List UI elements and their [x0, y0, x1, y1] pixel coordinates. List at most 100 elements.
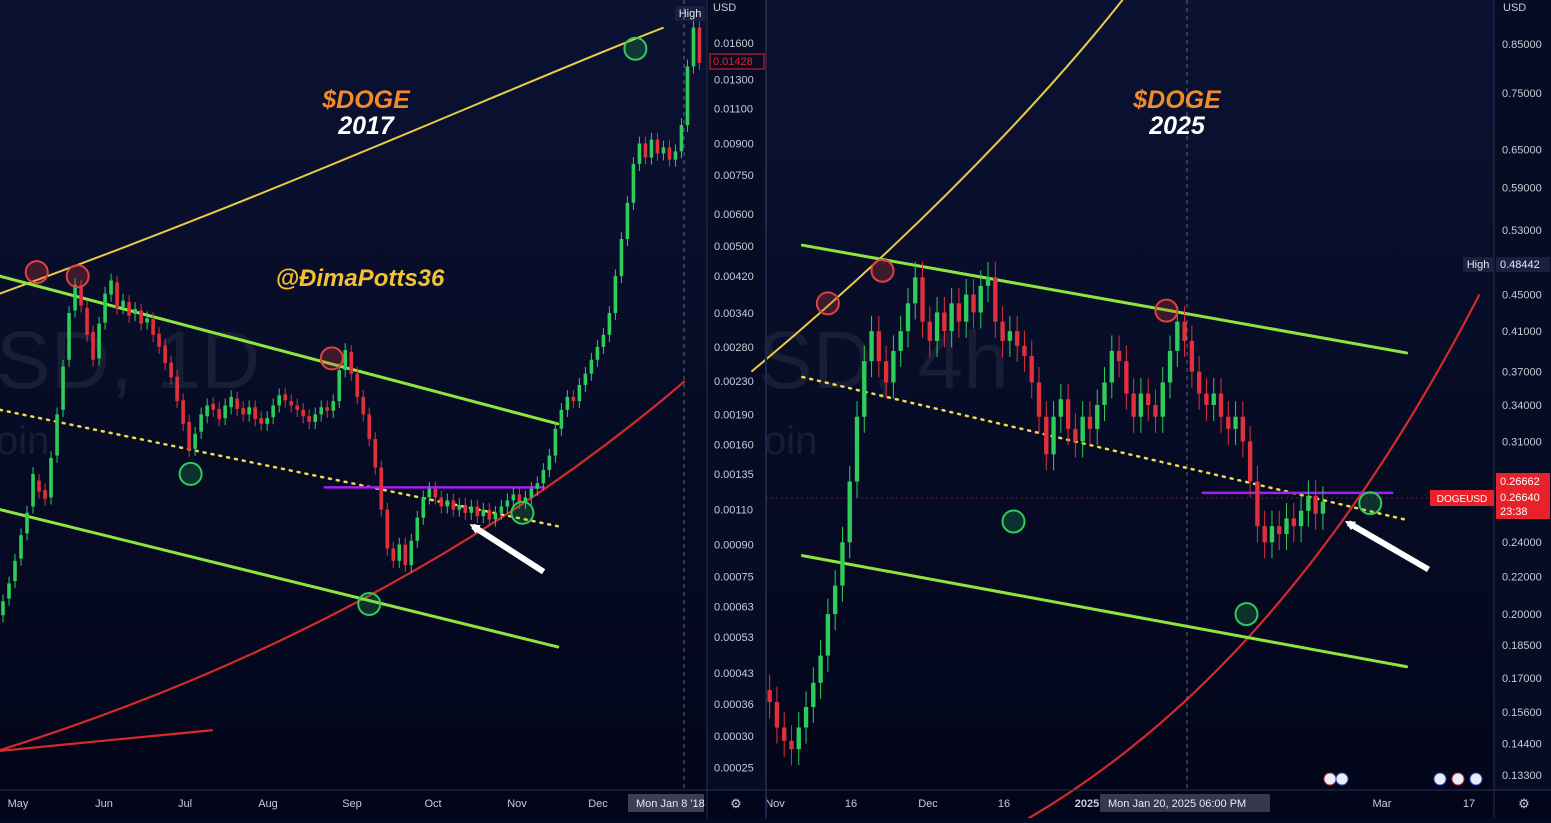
symbol-tag: DOGEUSD	[1437, 494, 1488, 505]
y-tick-label: 0.45000	[1502, 289, 1542, 301]
green-circle-marker	[1001, 509, 1026, 534]
candle-series	[767, 261, 1326, 766]
candle-body	[319, 407, 324, 415]
flag-icon[interactable]	[1335, 772, 1349, 786]
candle-body	[1240, 416, 1246, 442]
candle-body	[211, 403, 215, 410]
candle-body	[241, 408, 245, 415]
candle-body	[803, 707, 809, 728]
candle-body	[1073, 428, 1078, 442]
candle-body	[978, 285, 983, 313]
y-tick-label: 0.00135	[714, 469, 754, 481]
countdown-tag: 23:38	[1500, 506, 1528, 518]
candle-body	[1153, 404, 1158, 417]
channel-upper-line	[800, 243, 1409, 355]
candle-body	[934, 312, 940, 341]
candle-body	[774, 702, 780, 728]
candle-body	[685, 66, 690, 126]
y-tick-label: 0.00340	[714, 308, 754, 320]
x-tick-label: May	[8, 798, 29, 810]
x-tick-label: Dec	[588, 798, 608, 810]
x-tick-label: Jun	[95, 798, 113, 810]
candle-body	[79, 286, 83, 306]
green-circle-marker	[1358, 491, 1383, 516]
candle-body	[439, 497, 444, 507]
marker-layer	[24, 36, 648, 616]
candle-body	[1211, 393, 1216, 405]
candle-body	[796, 727, 801, 750]
candle-body	[1007, 331, 1013, 341]
flag-icon[interactable]	[1469, 772, 1483, 786]
watermark-handle: @ÐimaPotts36	[276, 265, 445, 292]
candle-body	[49, 457, 53, 498]
candle-body	[523, 497, 528, 502]
candle-body	[31, 473, 35, 507]
candle-body	[169, 362, 173, 378]
candle-body	[1124, 361, 1129, 394]
white-arrow	[469, 523, 546, 575]
candle-body	[1116, 350, 1122, 362]
candle-body	[289, 401, 293, 406]
candle-body	[355, 373, 360, 397]
y-tick-label: 0.00025	[714, 763, 754, 775]
candle-body	[199, 414, 203, 432]
candle-body	[691, 27, 696, 67]
candle-body	[73, 284, 77, 311]
candle-body	[451, 500, 456, 510]
flag-icon[interactable]	[1451, 772, 1465, 786]
candle-body	[529, 488, 534, 498]
candle-body	[811, 682, 816, 708]
candle-body	[619, 238, 624, 277]
flag-icon[interactable]	[1433, 772, 1447, 786]
candle-body	[1262, 526, 1267, 543]
candle-body	[1320, 501, 1326, 514]
annotation-layer	[750, 0, 1481, 823]
candle-body	[511, 494, 516, 501]
y-tick-label: 0.00036	[714, 699, 754, 711]
candle-body	[1138, 393, 1144, 417]
high-value: 0.48442	[1500, 259, 1540, 271]
y-tick-label: 0.75000	[1502, 88, 1542, 100]
candle-body	[1131, 393, 1136, 417]
candle-body	[175, 376, 179, 402]
candle-body	[1102, 382, 1107, 405]
candle-body	[679, 125, 684, 152]
price-tag-box	[1496, 473, 1550, 519]
candle-body	[643, 143, 648, 158]
candle-body	[577, 384, 582, 402]
candle-body	[1080, 416, 1085, 442]
high-tag-box	[1463, 257, 1493, 272]
x-tick-label: Nov	[507, 798, 527, 810]
candle-body	[235, 398, 239, 409]
candle-body	[1167, 350, 1173, 383]
candle-body	[307, 416, 312, 422]
settings-gear-icon[interactable]: ⚙	[1518, 796, 1530, 811]
candle-body	[205, 405, 209, 417]
candle-body	[655, 139, 660, 154]
y-tick-label: 0.00500	[714, 241, 754, 253]
candle-body	[589, 359, 594, 374]
y-tick-label: 0.85000	[1502, 39, 1542, 51]
y-tick-label: 0.18500	[1502, 640, 1542, 652]
candle-body	[331, 401, 336, 411]
candle-body	[445, 500, 450, 507]
candle-body	[457, 504, 462, 510]
chart-subtitle: 2017	[337, 112, 395, 140]
candle-body	[553, 428, 558, 456]
flag-icon[interactable]	[1323, 772, 1337, 786]
y-tick-label: 0.24000	[1502, 537, 1542, 549]
candle-body	[1277, 526, 1282, 535]
candle-body	[1065, 399, 1071, 429]
y-tick-label: 0.00110	[714, 505, 753, 517]
high-tag-box	[675, 6, 705, 21]
settings-gear-icon[interactable]: ⚙	[730, 796, 742, 811]
candle-body	[151, 319, 155, 335]
candle-body	[13, 560, 17, 582]
chart-subtitle: 2025	[1148, 112, 1206, 140]
candle-body	[1022, 345, 1027, 356]
chart-title: $DOGE	[321, 86, 411, 114]
yellow-arc-curve	[750, 0, 1124, 373]
white-arrow	[1344, 520, 1430, 573]
candle-body	[565, 396, 570, 410]
candle-body	[964, 294, 969, 322]
